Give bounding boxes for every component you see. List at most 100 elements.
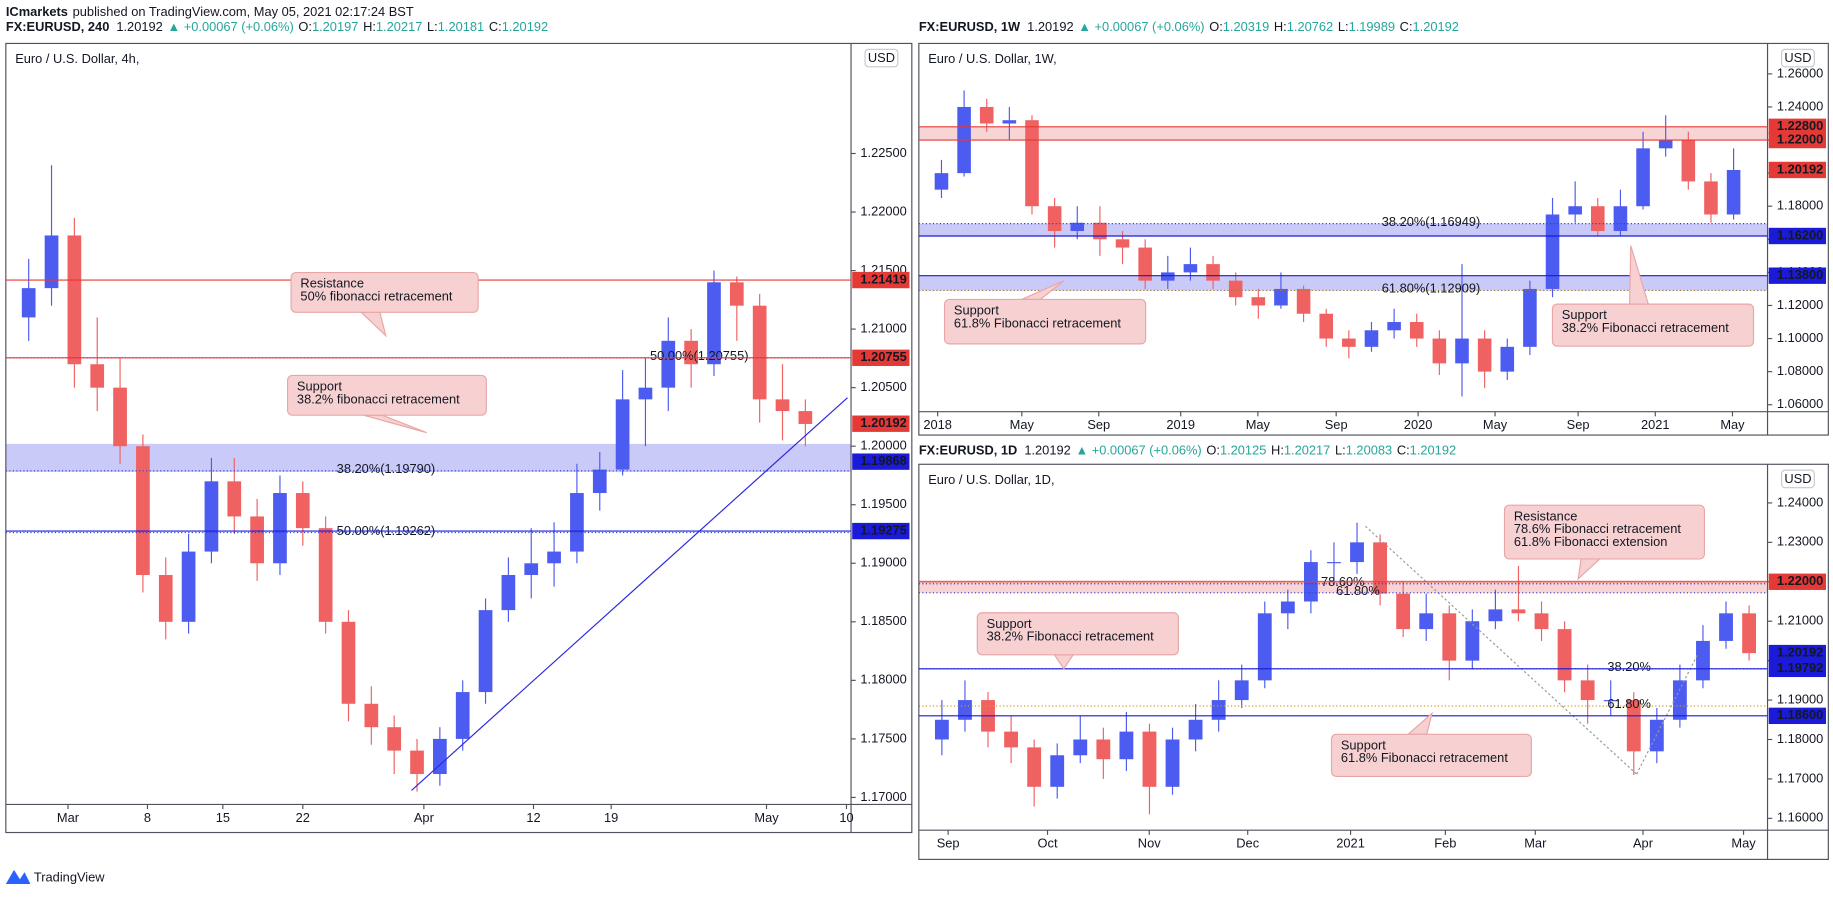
last-price: 1.20192: [1024, 443, 1070, 458]
fib-label: 61.80%: [1336, 583, 1380, 598]
candle-body: [1027, 747, 1042, 787]
price-label-box: [1768, 573, 1826, 590]
symbol: FX:EURUSD, 1W: [919, 20, 1021, 35]
candle-body: [1296, 288, 1311, 314]
y-tick-label: 1.17000: [1777, 770, 1823, 785]
x-tick-label: May: [1720, 417, 1745, 432]
price-label: 1.13800: [1777, 267, 1823, 282]
plot: 38.20%(1.16949) 61.80%(1.12909): [918, 90, 1768, 397]
currency: USD: [1784, 471, 1811, 486]
zone: [918, 223, 1768, 236]
candle-body: [1228, 280, 1243, 298]
y-tick-label: 1.20500: [860, 379, 906, 394]
price-label-box: [852, 522, 910, 540]
ohlc-value: 1.20192: [502, 20, 548, 35]
candle-body: [1580, 680, 1595, 701]
chart-header: FX:EURUSD, 1W 1.20192 ▲ +0.00067 (+0.06%) O…: [919, 20, 1459, 35]
candle-body: [1206, 264, 1220, 281]
price-label-box: [852, 271, 910, 289]
ohlc-value: 1.20197: [312, 20, 358, 35]
candle-body: [410, 750, 424, 775]
x-tick-label: Sep: [1567, 417, 1590, 432]
ohlc-key: O:: [298, 20, 312, 35]
candle-body: [501, 574, 516, 611]
candle-body: [227, 481, 242, 517]
candle-body: [1002, 120, 1017, 124]
y-tick-label: 1.18000: [860, 672, 906, 687]
price-label-box: [1768, 161, 1826, 179]
candle-body: [1342, 338, 1356, 347]
candle-body: [934, 719, 949, 740]
y-tick-label: 1.17000: [860, 789, 906, 804]
candle-body: [204, 481, 219, 552]
candle-body: [934, 173, 949, 190]
candle-body: [433, 738, 447, 775]
candle-body: [1073, 739, 1088, 756]
candle-body: [775, 399, 790, 412]
x-tick-label: May: [1731, 836, 1756, 851]
candle-body: [661, 340, 676, 388]
ohlc-key: L:: [427, 20, 438, 35]
candle-body: [1025, 120, 1039, 207]
x-tick-label: Sep: [1087, 417, 1110, 432]
candle-body: [1280, 601, 1295, 614]
ohlc-value: 1.20217: [1284, 443, 1330, 458]
callout-box: [1330, 733, 1532, 777]
x-tick-label: 2021: [1336, 836, 1365, 851]
candle-body: [547, 551, 561, 564]
candle-body: [1350, 542, 1364, 563]
ohlc-value: 1.20125: [1220, 443, 1266, 458]
x-tick-label: 8: [144, 810, 151, 825]
candle-body: [1165, 739, 1180, 787]
last-price: 1.20192: [1027, 20, 1073, 35]
candle-body: [1327, 562, 1341, 564]
callout-text: Support: [987, 616, 1032, 631]
y-tick-label: 1.21000: [1777, 613, 1823, 628]
drawing-line: [1636, 654, 1698, 775]
y-tick-label: 1.21000: [860, 321, 906, 336]
y-tick-label: 1.12000: [1777, 297, 1823, 312]
price-label-box: [1768, 227, 1826, 245]
y-tick-label: 1.19500: [860, 496, 906, 511]
callout-text: 78.6% Fibonacci retracement: [1514, 521, 1681, 536]
candle-body: [1613, 206, 1628, 232]
price-label-box: [852, 453, 910, 470]
candle-body: [1119, 731, 1134, 760]
candle-body: [1603, 700, 1618, 702]
price-label: 1.20192: [1777, 644, 1823, 659]
callout-box: [1551, 303, 1755, 347]
chart-header: FX:EURUSD, 240 1.20192 ▲ +0.00067 (+0.06%)…: [6, 20, 548, 35]
candle-body: [364, 703, 379, 728]
x-tick-label: 2020: [1404, 417, 1433, 432]
tv-logo: [5, 869, 31, 884]
candle-body: [1373, 542, 1388, 594]
candle-body: [1234, 680, 1249, 701]
pane-frame: [918, 463, 1829, 860]
candle-body: [1142, 731, 1157, 787]
price-label: 1.22000: [1777, 573, 1823, 588]
candle-body: [1488, 609, 1503, 622]
x-tick-label: Sep: [1325, 417, 1348, 432]
ohlc-key: H:: [1271, 443, 1284, 458]
candle-body: [592, 469, 607, 494]
ohlc-key: H:: [363, 20, 376, 35]
ohlc-key: C:: [489, 20, 502, 35]
candle-body: [1696, 640, 1710, 681]
ohlc-key: L:: [1338, 20, 1349, 35]
last-price: 1.20192: [116, 20, 162, 35]
candle-body: [1409, 322, 1424, 339]
x-tick-label: Dec: [1236, 836, 1259, 851]
price-label: 1.22000: [1777, 131, 1823, 146]
candle-body: [1626, 700, 1641, 752]
candle-body: [1681, 140, 1696, 182]
candle-body: [181, 551, 196, 622]
pane-title: Euro / U.S. Dollar, 1W,: [928, 51, 1056, 66]
fib-label: 38.20%(1.16949): [1382, 214, 1481, 229]
callout-tail: [1628, 245, 1650, 305]
callout-tail: [363, 414, 427, 434]
candle-body: [1050, 755, 1065, 787]
x-tick-label: 2021: [1641, 417, 1670, 432]
candle-body: [44, 235, 59, 289]
candle-body: [1257, 613, 1272, 681]
currency-box: [1780, 48, 1815, 68]
